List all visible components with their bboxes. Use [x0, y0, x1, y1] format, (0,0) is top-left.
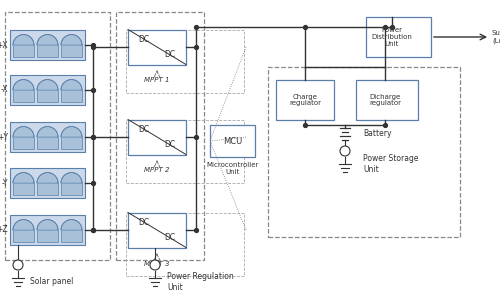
Polygon shape	[37, 35, 58, 45]
Text: DC: DC	[164, 50, 175, 59]
Bar	[13, 183, 34, 195]
Bar	[37, 45, 58, 57]
Bar	[126, 30, 244, 92]
Polygon shape	[13, 35, 34, 45]
Bar	[37, 230, 58, 242]
Bar	[128, 30, 186, 64]
Text: Power Regulation
Unit: Power Regulation Unit	[167, 272, 234, 292]
Bar	[61, 90, 82, 102]
Bar	[128, 120, 186, 155]
Bar	[10, 30, 85, 60]
Text: DC: DC	[164, 140, 175, 149]
Text: Power
Distribution
Unit: Power Distribution Unit	[372, 27, 412, 47]
Polygon shape	[37, 127, 58, 137]
Bar	[61, 45, 82, 57]
Bar	[10, 215, 85, 245]
Bar	[126, 213, 244, 275]
Text: MCU: MCU	[223, 137, 242, 145]
Bar	[13, 45, 34, 57]
Polygon shape	[37, 173, 58, 183]
Text: +X: +X	[0, 41, 8, 49]
Bar	[37, 183, 58, 195]
Bar	[5, 12, 110, 260]
Bar	[116, 12, 204, 260]
Text: MPPT 2: MPPT 2	[144, 167, 170, 174]
Text: Solar panel: Solar panel	[30, 278, 74, 286]
Bar	[37, 137, 58, 149]
Text: Battery: Battery	[363, 130, 392, 138]
Text: Sub-systems
(Load): Sub-systems (Load)	[492, 30, 500, 44]
Text: Power Storage
Unit: Power Storage Unit	[363, 154, 418, 174]
Polygon shape	[13, 80, 34, 90]
Polygon shape	[61, 127, 82, 137]
Text: -X: -X	[0, 85, 8, 95]
Text: MPPT 3: MPPT 3	[144, 260, 170, 267]
Polygon shape	[13, 173, 34, 183]
Bar	[61, 230, 82, 242]
Polygon shape	[13, 127, 34, 137]
Circle shape	[340, 146, 350, 156]
Circle shape	[150, 260, 160, 270]
Text: Charge
regulator: Charge regulator	[289, 94, 321, 106]
Text: -Y: -Y	[2, 178, 8, 188]
Polygon shape	[37, 80, 58, 90]
Text: +Z: +Z	[0, 225, 8, 235]
Bar	[276, 80, 334, 120]
Polygon shape	[13, 220, 34, 230]
Bar	[13, 90, 34, 102]
Bar	[210, 125, 255, 157]
Bar	[13, 230, 34, 242]
Bar	[126, 120, 244, 182]
Polygon shape	[61, 80, 82, 90]
Bar	[10, 122, 85, 152]
Polygon shape	[61, 173, 82, 183]
Bar	[61, 137, 82, 149]
Polygon shape	[37, 220, 58, 230]
Text: +Y: +Y	[0, 132, 8, 142]
Bar	[61, 183, 82, 195]
Polygon shape	[61, 35, 82, 45]
Bar	[366, 17, 431, 57]
Bar	[268, 67, 460, 237]
Bar	[128, 213, 186, 247]
Bar	[37, 90, 58, 102]
Text: DC: DC	[138, 35, 150, 44]
Bar	[13, 137, 34, 149]
Text: DC: DC	[138, 125, 150, 134]
Text: DC: DC	[138, 218, 150, 227]
Text: Microcontroller
Unit: Microcontroller Unit	[206, 162, 258, 175]
Bar	[10, 75, 85, 105]
Bar	[10, 168, 85, 198]
Polygon shape	[61, 220, 82, 230]
Text: Dicharge
regulator: Dicharge regulator	[369, 94, 401, 106]
Circle shape	[13, 260, 23, 270]
Text: DC: DC	[164, 233, 175, 242]
Text: MPPT 1: MPPT 1	[144, 77, 170, 84]
Bar	[356, 80, 418, 120]
